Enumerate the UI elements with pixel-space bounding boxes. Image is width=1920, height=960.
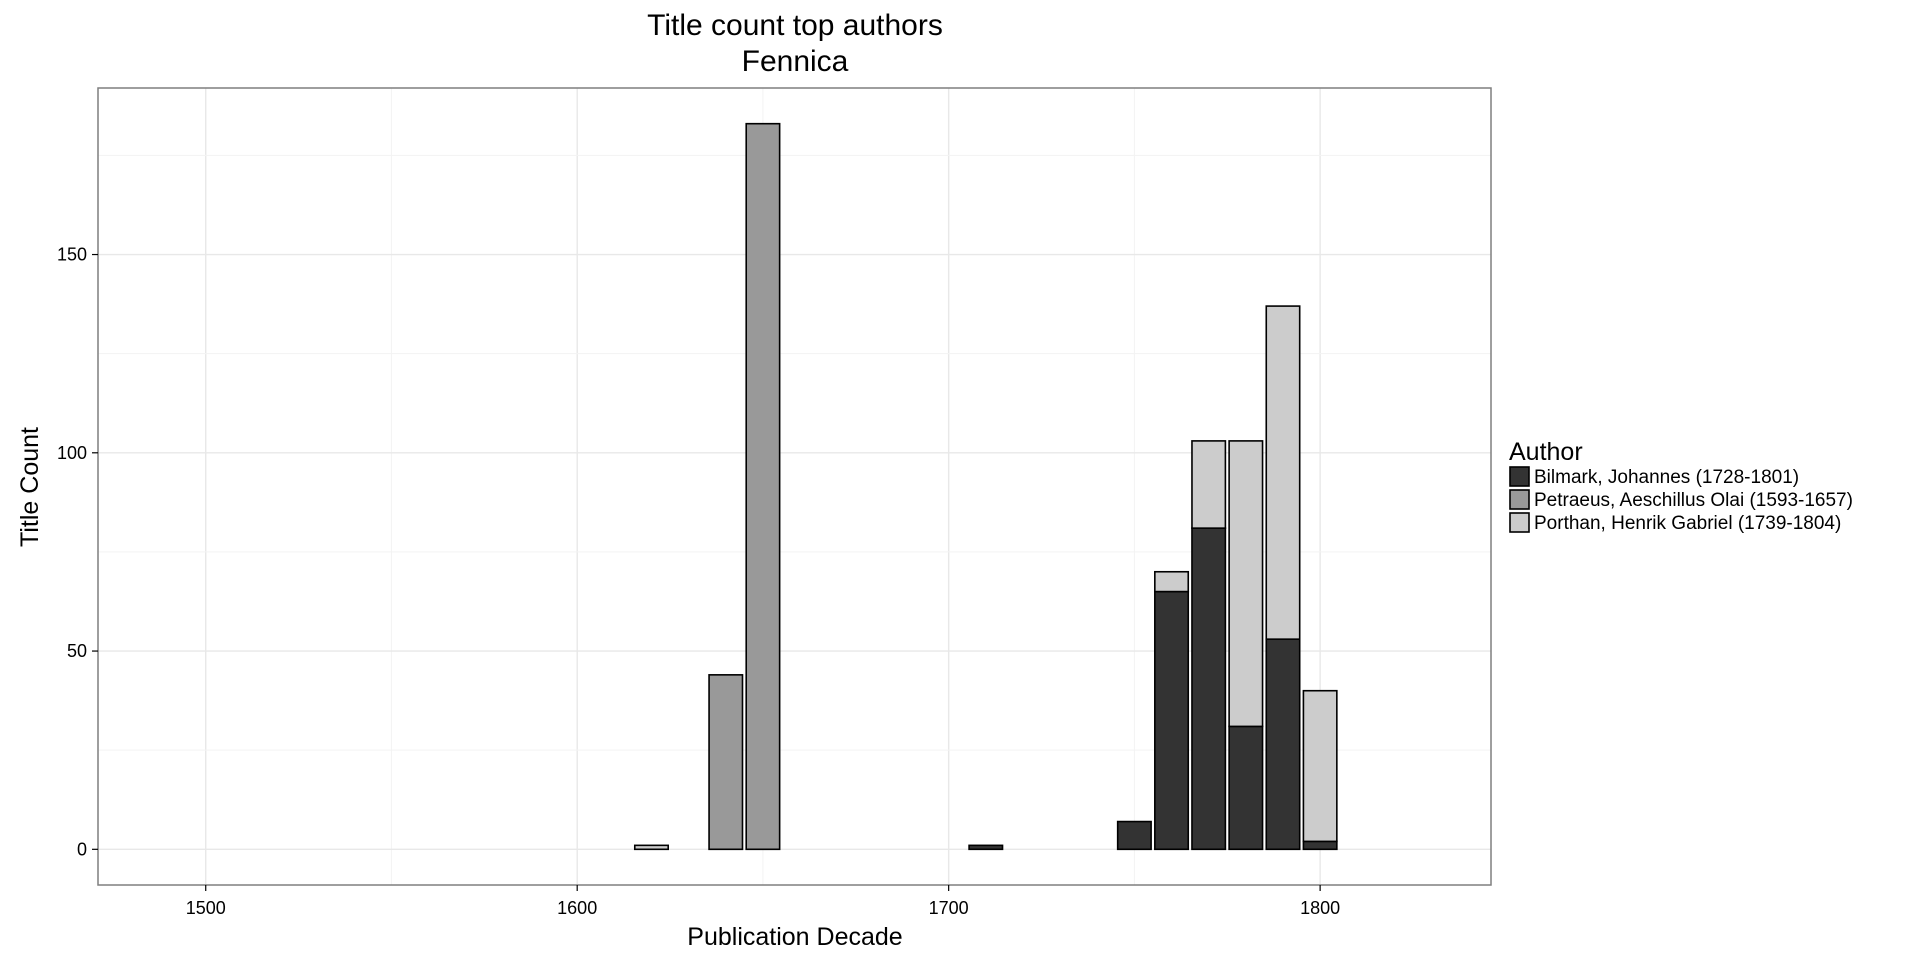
legend-title: Author	[1509, 438, 1583, 466]
legend-swatch	[1509, 489, 1530, 510]
bar-segment-1710-series-0	[968, 844, 1004, 851]
bar-segment-1620-series-2	[633, 844, 670, 851]
bar-segment-1800-series-0	[1302, 840, 1338, 851]
bar-segment-1800-series-2	[1302, 689, 1338, 843]
x-axis: 1500 1600 1700 1800	[186, 885, 1340, 918]
legend-label: Petraeus, Aeschillus Olai (1593-1657)	[1534, 490, 1853, 511]
bar-segment-1760-series-0	[1154, 590, 1190, 851]
bar-segment-1770-series-0	[1191, 527, 1227, 851]
y-tick-label: 0	[77, 839, 87, 859]
legend: Author Bilmark, Johannes (1728-1801)Petr…	[1509, 438, 1853, 534]
plot-panel-border	[97, 87, 1492, 886]
y-tick-label: 50	[67, 641, 87, 661]
x-tick-label: 1600	[557, 898, 597, 918]
y-tick-label: 150	[57, 245, 87, 265]
x-tick-label: 1800	[1300, 898, 1340, 918]
bars	[633, 122, 1338, 851]
bar-segment-1770-series-2	[1191, 440, 1227, 529]
bar-segment-1780-series-0	[1228, 725, 1264, 851]
legend-swatch	[1509, 512, 1530, 533]
legend-label: Bilmark, Johannes (1728-1801)	[1534, 467, 1799, 488]
legend-label: Porthan, Henrik Gabriel (1739-1804)	[1534, 513, 1841, 534]
chart-title-line-2: Fennica	[742, 45, 849, 78]
x-tick-label: 1700	[929, 898, 969, 918]
grid-lines	[98, 88, 1491, 885]
bar-segment-1750-series-0	[1116, 820, 1152, 851]
bar-segment-1780-series-2	[1228, 440, 1264, 728]
bar-segment-1790-series-2	[1265, 305, 1301, 640]
y-axis-title: Title Count	[16, 427, 44, 547]
bar-segment-1760-series-2	[1154, 570, 1190, 593]
legend-swatch	[1509, 466, 1530, 487]
y-axis: 0 50 100 150	[57, 245, 98, 859]
x-tick-label: 1500	[186, 898, 226, 918]
bar-segment-1650-series-1	[745, 122, 781, 851]
bar-segment-1640-series-1	[708, 674, 744, 851]
chart-title-line-1: Title count top authors	[647, 9, 943, 42]
y-tick-label: 100	[57, 443, 87, 463]
x-axis-title: Publication Decade	[687, 923, 902, 951]
bar-segment-1790-series-0	[1265, 638, 1301, 851]
